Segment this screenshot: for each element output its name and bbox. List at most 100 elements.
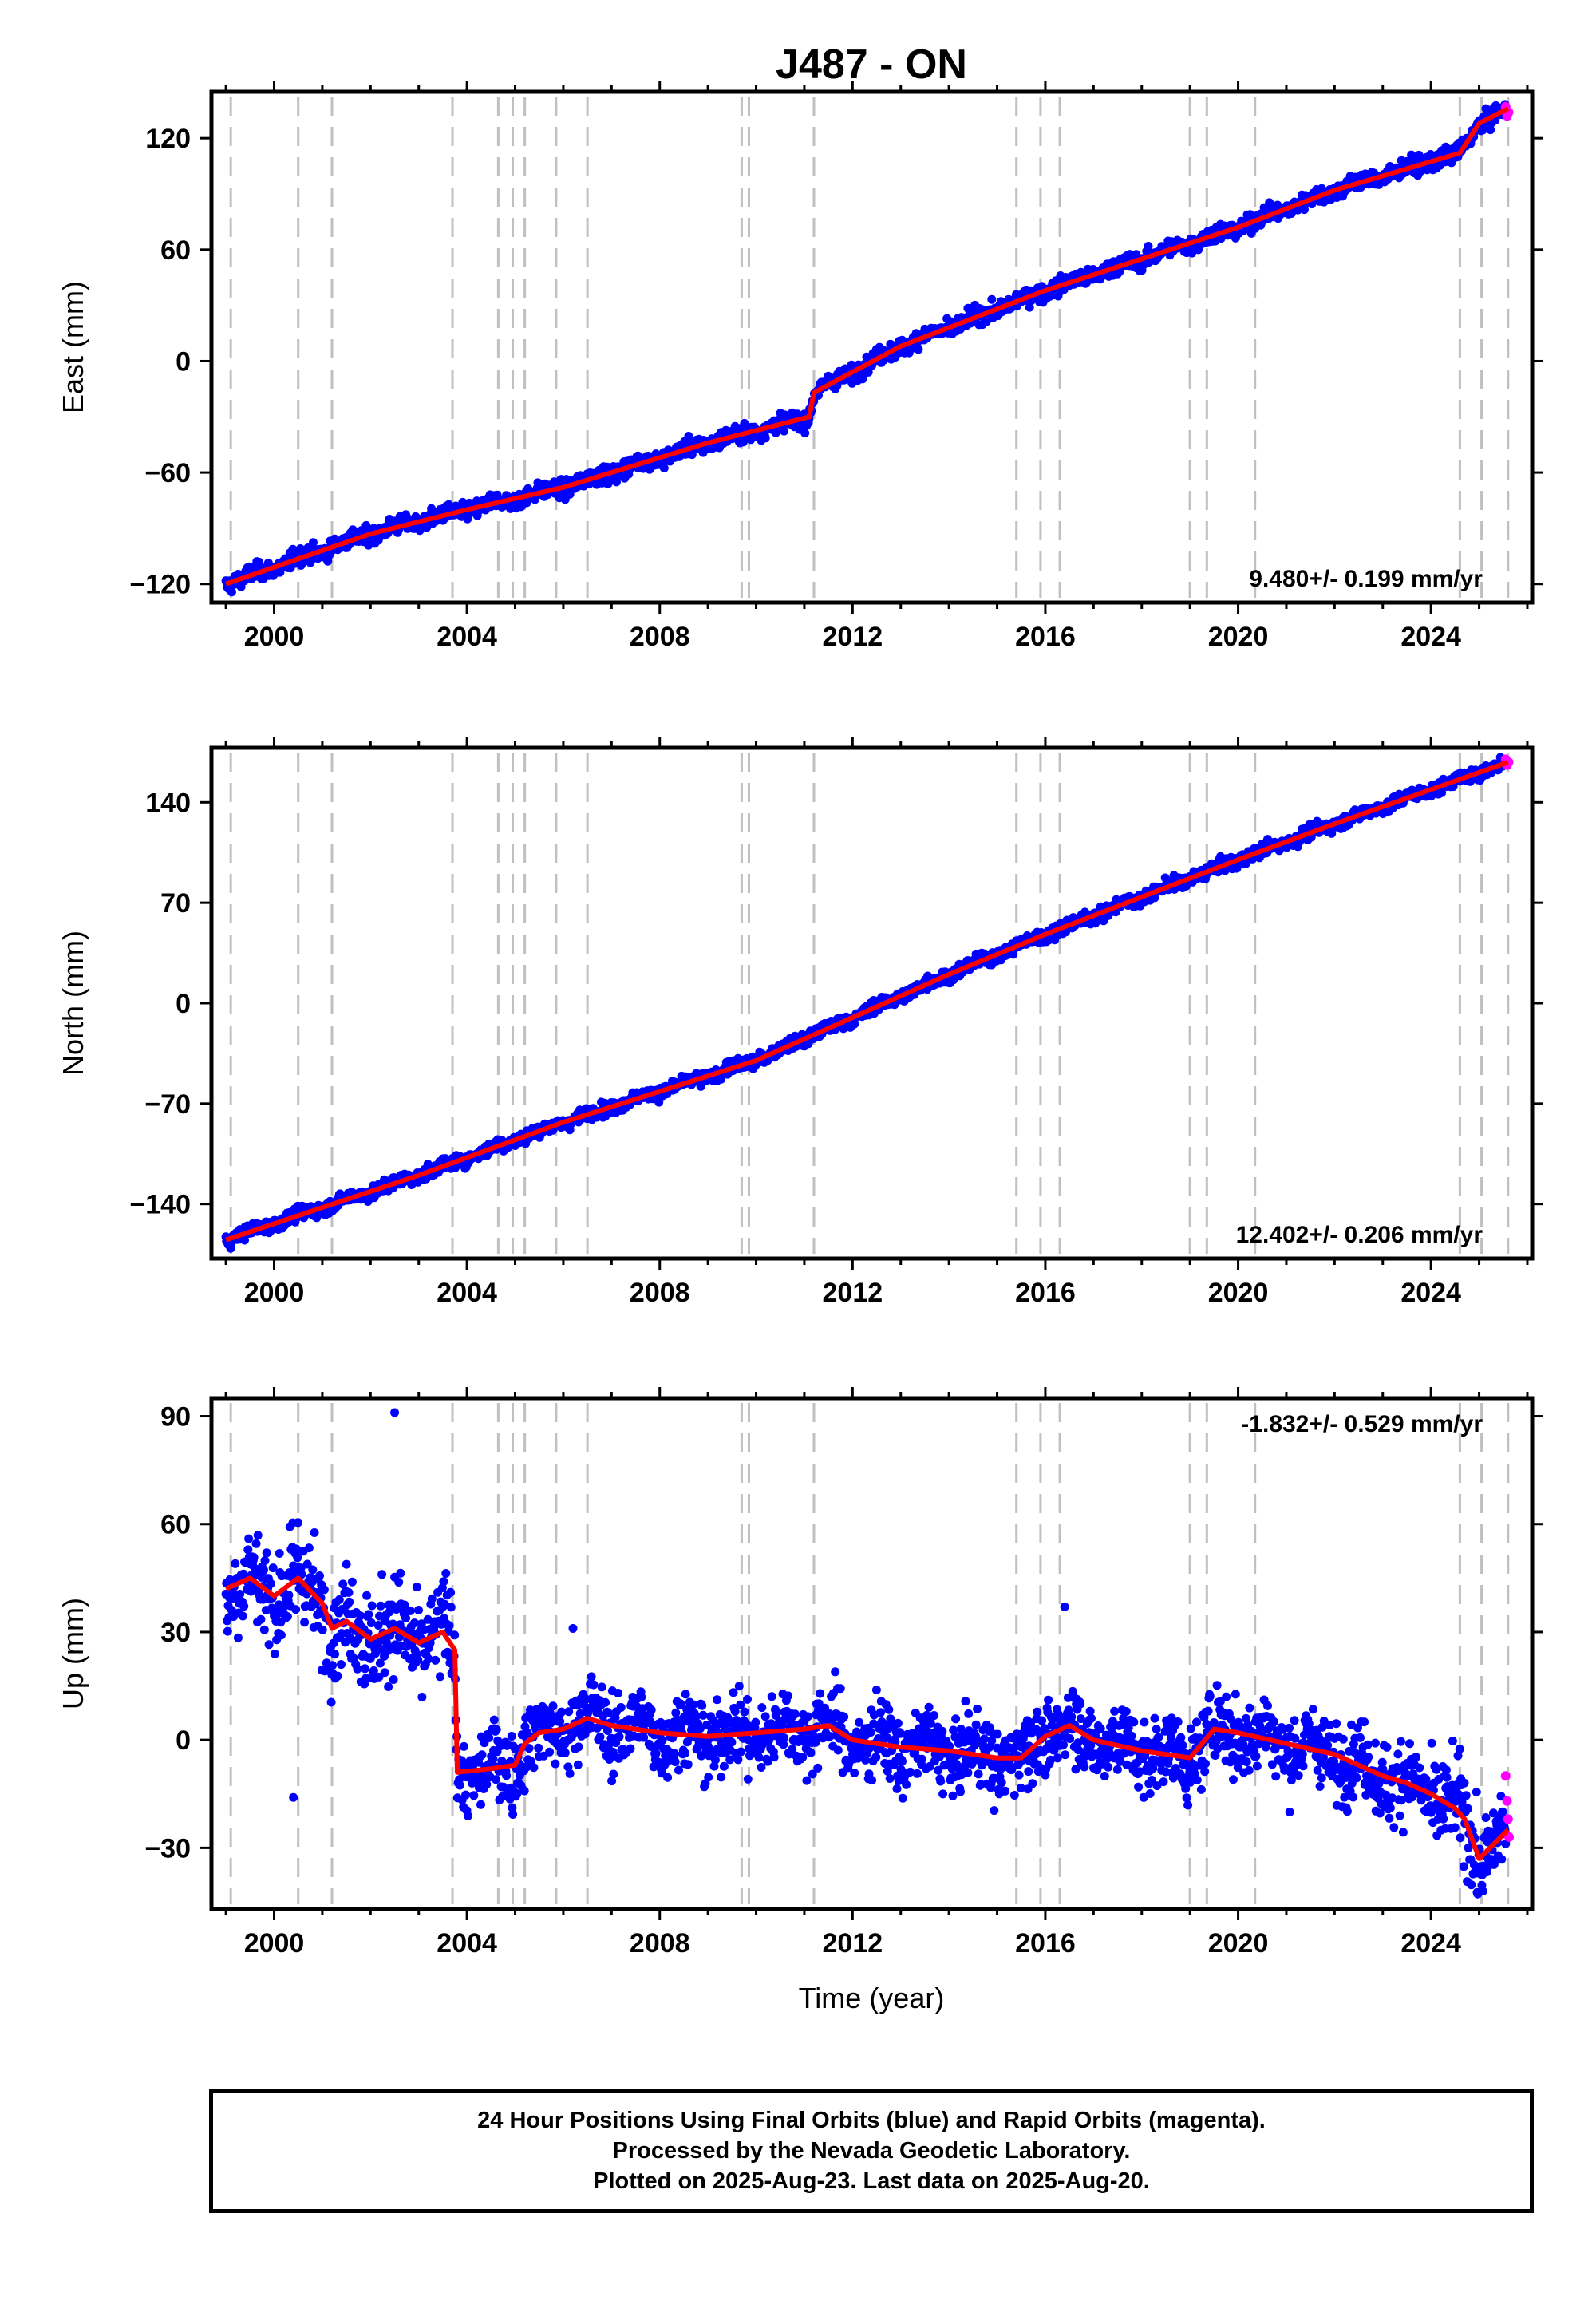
data-point xyxy=(344,1587,354,1597)
y-tick-label: −70 xyxy=(144,1089,191,1120)
data-point xyxy=(326,1697,336,1707)
x-tick-label: 2000 xyxy=(244,622,305,652)
data-point xyxy=(367,1601,377,1611)
data-point xyxy=(255,557,264,567)
data-point xyxy=(249,1553,259,1562)
data-point xyxy=(624,469,634,479)
data-point xyxy=(330,1650,339,1659)
data-point xyxy=(282,1612,292,1622)
data-point xyxy=(423,1614,433,1624)
data-point xyxy=(760,433,770,443)
data-point xyxy=(328,1661,338,1670)
data-point xyxy=(268,1563,278,1573)
data-point xyxy=(394,1578,404,1587)
y-tick-label: −140 xyxy=(129,1190,191,1220)
y-tick-label: 120 xyxy=(145,124,191,154)
data-point xyxy=(376,1601,385,1611)
x-tick-label: 2020 xyxy=(1208,622,1269,652)
data-point xyxy=(427,1594,437,1603)
data-point xyxy=(409,1618,419,1628)
data-point xyxy=(380,1668,389,1678)
x-tick-label: 2016 xyxy=(1015,1278,1076,1308)
east-panel: 2000 2004 2008 2012 2016 2020 2024 −120 −60 0 60 12… xyxy=(57,81,1543,652)
x-tick-label: 2020 xyxy=(1208,1278,1269,1308)
x-tick-label: 2012 xyxy=(823,622,883,652)
data-points xyxy=(221,1408,1511,1899)
data-point xyxy=(417,1693,427,1701)
y-tick-label: 140 xyxy=(145,788,191,818)
data-point xyxy=(238,1611,247,1621)
data-point xyxy=(366,1618,376,1627)
data-point xyxy=(310,1528,319,1537)
data-point xyxy=(384,1682,393,1691)
data-point xyxy=(235,1590,245,1599)
data-point xyxy=(333,1671,342,1681)
x-tick-label: 2024 xyxy=(1400,622,1461,652)
data-point xyxy=(375,1658,385,1668)
plot-frame xyxy=(209,89,1535,605)
y-tick-label: −60 xyxy=(144,458,191,488)
y-tick-label: 0 xyxy=(176,346,191,377)
data-point xyxy=(259,1625,269,1634)
data-point xyxy=(276,1630,286,1640)
data-point xyxy=(294,1518,302,1528)
x-tick-label: 2008 xyxy=(630,622,690,652)
data-point xyxy=(914,345,923,354)
data-point xyxy=(256,1614,266,1624)
data-point xyxy=(291,1605,301,1614)
data-point xyxy=(850,1019,859,1029)
data-point xyxy=(800,429,810,438)
data-point xyxy=(266,1579,275,1588)
data-point xyxy=(302,1559,312,1569)
y-axis-label: East (mm) xyxy=(57,281,89,413)
data-point xyxy=(304,1543,314,1553)
x-tick-label: 2024 xyxy=(1400,1278,1461,1308)
data-point xyxy=(275,1549,284,1558)
data-point xyxy=(356,1611,365,1621)
data-point xyxy=(373,1621,383,1630)
x-tick-label: 2004 xyxy=(437,622,497,652)
data-point xyxy=(342,1559,351,1569)
data-point xyxy=(389,1675,398,1684)
chart-title: J487 - ON xyxy=(776,41,967,88)
data-point xyxy=(362,1591,372,1600)
y-tick-label: −120 xyxy=(129,570,191,600)
data-point xyxy=(347,1577,357,1587)
data-point xyxy=(223,1626,232,1636)
data-point xyxy=(259,1565,268,1575)
data-point xyxy=(1426,150,1436,159)
data-point xyxy=(296,1563,306,1573)
data-point xyxy=(300,1618,310,1627)
data-point xyxy=(1486,125,1495,135)
data-point xyxy=(412,1583,421,1592)
x-tick-label: 2008 xyxy=(630,1278,690,1308)
data-point xyxy=(353,1664,362,1674)
data-point xyxy=(293,1553,302,1563)
data-point xyxy=(233,1633,243,1642)
y-tick-label: 70 xyxy=(160,888,191,919)
data-point xyxy=(315,1571,324,1580)
x-tick-label: 2004 xyxy=(437,1278,497,1308)
data-point xyxy=(309,538,318,547)
y-tick-label: 60 xyxy=(160,235,191,266)
x-tick-label: 2016 xyxy=(1015,622,1076,652)
up-panel: 2000 2004 2008 2012 2016 2020 2024−300306090Up… xyxy=(57,1387,1543,1958)
x-tick-label: 2000 xyxy=(244,1278,305,1308)
data-point xyxy=(405,1606,415,1615)
data-point xyxy=(260,1555,270,1565)
data-point xyxy=(904,348,914,358)
data-point xyxy=(413,1655,423,1665)
data-point xyxy=(987,294,997,304)
data-point xyxy=(659,464,669,472)
data-point xyxy=(264,1640,274,1650)
data-point xyxy=(227,587,236,597)
data-point xyxy=(780,426,788,436)
data-point xyxy=(401,1614,410,1623)
data-point xyxy=(424,1654,433,1664)
data-point xyxy=(396,1568,405,1578)
data-point xyxy=(1025,302,1034,312)
data-point xyxy=(1144,242,1153,251)
data-point xyxy=(251,1539,261,1548)
data-point xyxy=(338,1579,348,1589)
